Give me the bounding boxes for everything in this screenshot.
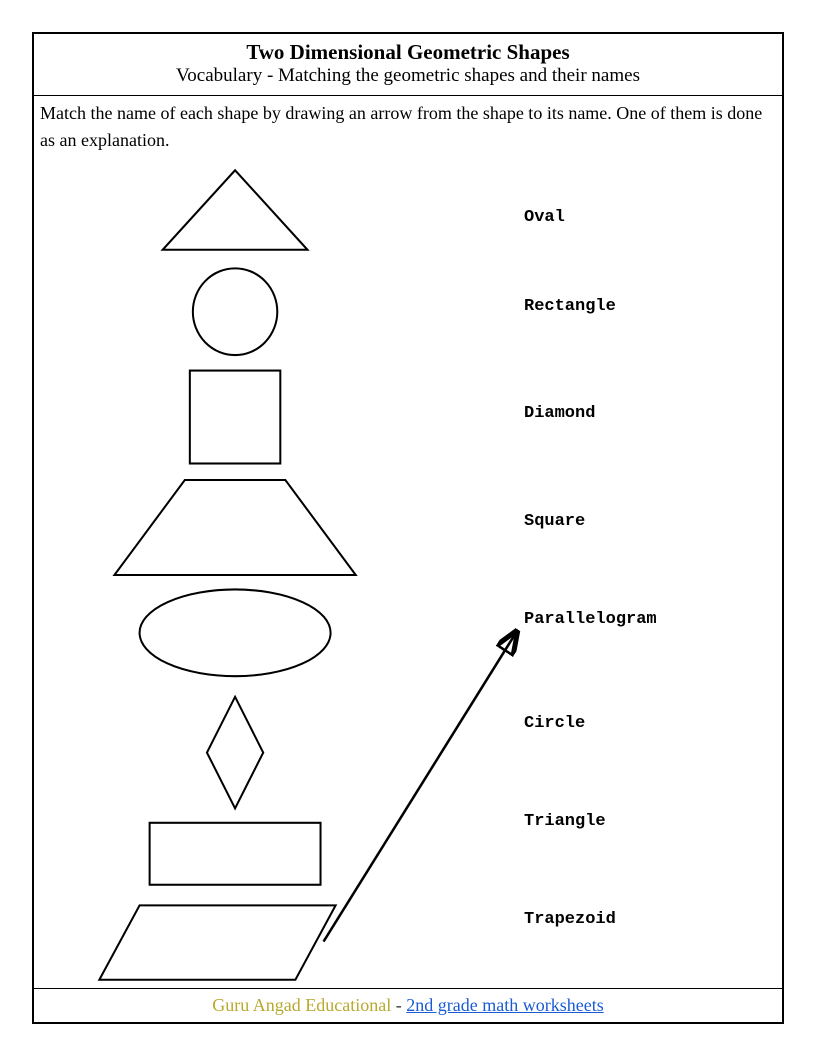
label-trapezoid: Trapezoid bbox=[524, 910, 616, 929]
footer-separator: - bbox=[396, 995, 407, 1015]
footer-brand: Guru Angad Educational bbox=[212, 995, 391, 1015]
footer-link[interactable]: 2nd grade math worksheets bbox=[406, 995, 603, 1015]
label-oval: Oval bbox=[524, 208, 565, 227]
instructions-text: Match the name of each shape by drawing … bbox=[34, 96, 782, 162]
shape-diamond bbox=[207, 697, 263, 809]
shape-oval bbox=[140, 589, 331, 676]
label-triangle: Triangle bbox=[524, 812, 606, 831]
label-diamond: Diamond bbox=[524, 404, 595, 423]
shapes-canvas bbox=[34, 162, 782, 988]
label-parallelogram: Parallelogram bbox=[524, 610, 657, 629]
header: Two Dimensional Geometric Shapes Vocabul… bbox=[34, 34, 782, 96]
shape-circle bbox=[193, 268, 277, 355]
label-circle: Circle bbox=[524, 714, 585, 733]
shape-parallelogram bbox=[99, 905, 335, 979]
page-title: Two Dimensional Geometric Shapes bbox=[44, 40, 772, 65]
work-area: Oval Rectangle Diamond Square Parallelog… bbox=[34, 162, 782, 988]
page-subtitle: Vocabulary - Matching the geometric shap… bbox=[44, 65, 772, 87]
shape-square bbox=[190, 371, 280, 464]
footer: Guru Angad Educational - 2nd grade math … bbox=[34, 988, 782, 1022]
shape-triangle bbox=[163, 170, 308, 250]
page-border: Two Dimensional Geometric Shapes Vocabul… bbox=[32, 32, 784, 1024]
shape-trapezoid bbox=[114, 480, 355, 575]
label-square: Square bbox=[524, 512, 585, 531]
label-rectangle: Rectangle bbox=[524, 297, 616, 316]
example-arrow bbox=[324, 632, 517, 942]
shape-rectangle bbox=[150, 823, 321, 885]
